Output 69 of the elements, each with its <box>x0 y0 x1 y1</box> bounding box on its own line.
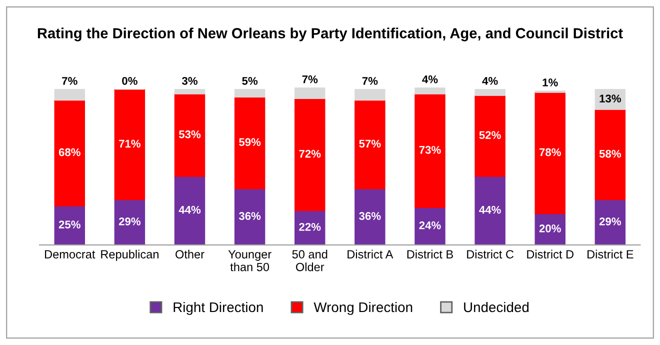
bar <box>594 109 626 200</box>
data-label: 13% <box>600 94 621 102</box>
data-label: 1% <box>542 78 558 86</box>
bar <box>414 87 446 94</box>
data-label: 29% <box>599 218 621 226</box>
data-label: 59% <box>239 138 261 146</box>
bar <box>294 87 326 100</box>
bar <box>294 98 326 212</box>
chart-title: Rating the Direction of New Orleans by Party Identification, Age, and Council District <box>38 28 623 42</box>
data-label: 44% <box>479 206 501 214</box>
x-tick-label: Democrat <box>45 250 96 258</box>
bar <box>354 188 386 245</box>
data-label: 72% <box>299 150 321 158</box>
bar <box>174 176 206 245</box>
data-label: 7% <box>302 75 318 84</box>
legend-label: Wrong Direction <box>314 302 412 315</box>
bar <box>354 100 386 190</box>
bar <box>474 95 506 177</box>
x-tick-label: Younger than 50 <box>228 250 272 272</box>
bar <box>414 94 446 208</box>
data-label: 0% <box>122 76 138 85</box>
x-tick-label: District D <box>527 250 574 258</box>
data-label: 57% <box>359 140 381 148</box>
legend-label: Undecided <box>464 302 529 312</box>
bar <box>234 96 266 190</box>
data-label: 78% <box>539 148 561 156</box>
data-label: 53% <box>178 130 201 138</box>
data-label: 36% <box>359 212 381 220</box>
bar <box>234 188 266 245</box>
data-label: 4% <box>482 76 498 85</box>
data-label: 58% <box>599 150 621 158</box>
bar <box>114 89 146 200</box>
data-label: 3% <box>182 76 198 85</box>
data-label: 25% <box>58 220 80 228</box>
data-label: 36% <box>238 212 261 220</box>
data-label: 7% <box>362 76 378 85</box>
bar <box>54 89 85 101</box>
x-tick-label: District C <box>467 250 514 258</box>
data-label: 20% <box>539 224 561 232</box>
data-label: 52% <box>479 131 501 140</box>
legend-label: Right Direction <box>174 302 263 315</box>
data-label: 73% <box>419 146 441 154</box>
bar <box>474 89 506 96</box>
data-label: 4% <box>422 75 438 84</box>
x-tick-label: 50 and Older <box>292 250 328 272</box>
x-tick-label: District A <box>348 250 394 258</box>
bar <box>414 207 446 245</box>
data-label: 7% <box>62 76 78 85</box>
bar <box>594 199 626 245</box>
data-label: 22% <box>299 222 321 231</box>
x-tick-label: District E <box>588 250 634 258</box>
bar <box>294 210 326 245</box>
x-tick-label: Republican <box>101 250 158 261</box>
bar <box>234 89 266 98</box>
data-label: 5% <box>242 76 258 85</box>
bar <box>534 92 566 214</box>
bar <box>54 100 85 206</box>
x-tick-label: Other <box>176 250 204 258</box>
data-label: 71% <box>119 140 141 148</box>
bar <box>174 94 206 177</box>
data-label: 68% <box>58 148 80 156</box>
bar <box>354 89 386 101</box>
data-label: 29% <box>118 218 141 226</box>
bar <box>174 89 206 94</box>
bar <box>474 176 506 245</box>
data-label: 44% <box>178 206 201 214</box>
x-tick-label: District B <box>407 250 453 258</box>
data-label: 24% <box>419 221 441 230</box>
bar <box>114 199 146 245</box>
